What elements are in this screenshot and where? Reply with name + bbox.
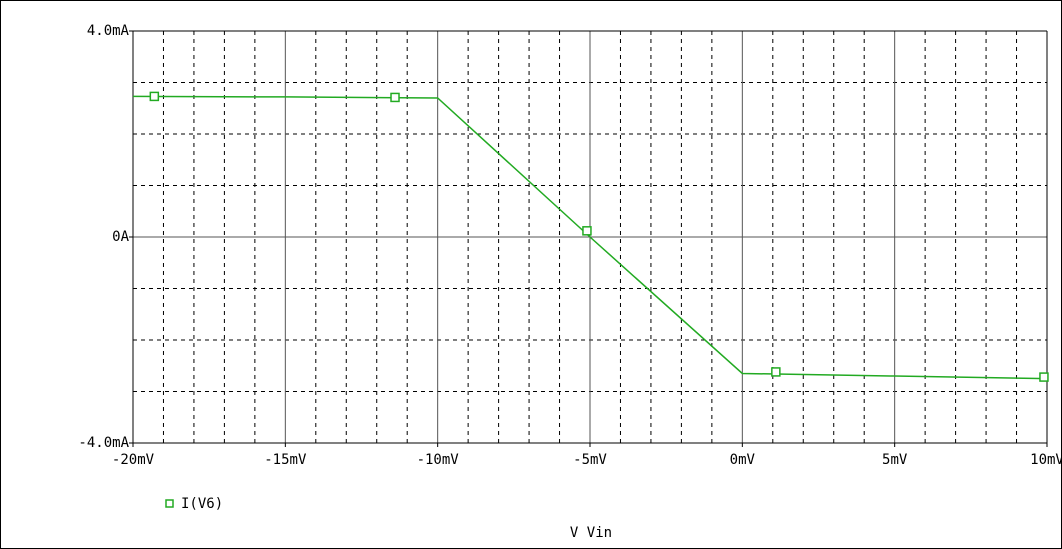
axes (129, 30, 1048, 447)
x-tick-label: -10mV (417, 452, 460, 468)
series-marker (771, 367, 781, 377)
x-tick-label: -15mV (264, 452, 307, 468)
series-marker (1039, 372, 1049, 382)
x-tick-labels: -20mV -15mV -10mV -5mV 0mV 5mV 10mV (112, 452, 1062, 468)
series-marker (149, 91, 160, 102)
x-axis-label: V Vin (570, 525, 612, 541)
y-tick-label: 0A (112, 229, 129, 245)
legend-marker-icon (165, 499, 174, 508)
y-tick-label: -4.0mA (78, 435, 129, 451)
series-line (132, 95, 1048, 380)
legend: I(V6) (165, 496, 223, 512)
x-tick-label: 10mV (1030, 452, 1062, 468)
series-group (132, 91, 1049, 382)
series-marker (390, 92, 400, 103)
legend-label: I(V6) (181, 496, 223, 512)
x-tick-label: -20mV (112, 452, 155, 468)
y-tick-labels: -4.0mA 0A 4.0mA (78, 23, 129, 451)
x-tick-label: -5mV (573, 452, 607, 468)
y-tick-label: 4.0mA (87, 23, 130, 39)
series-marker (582, 226, 592, 236)
x-tick-label: 5mV (882, 452, 908, 468)
x-tick-label: 0mV (730, 452, 756, 468)
